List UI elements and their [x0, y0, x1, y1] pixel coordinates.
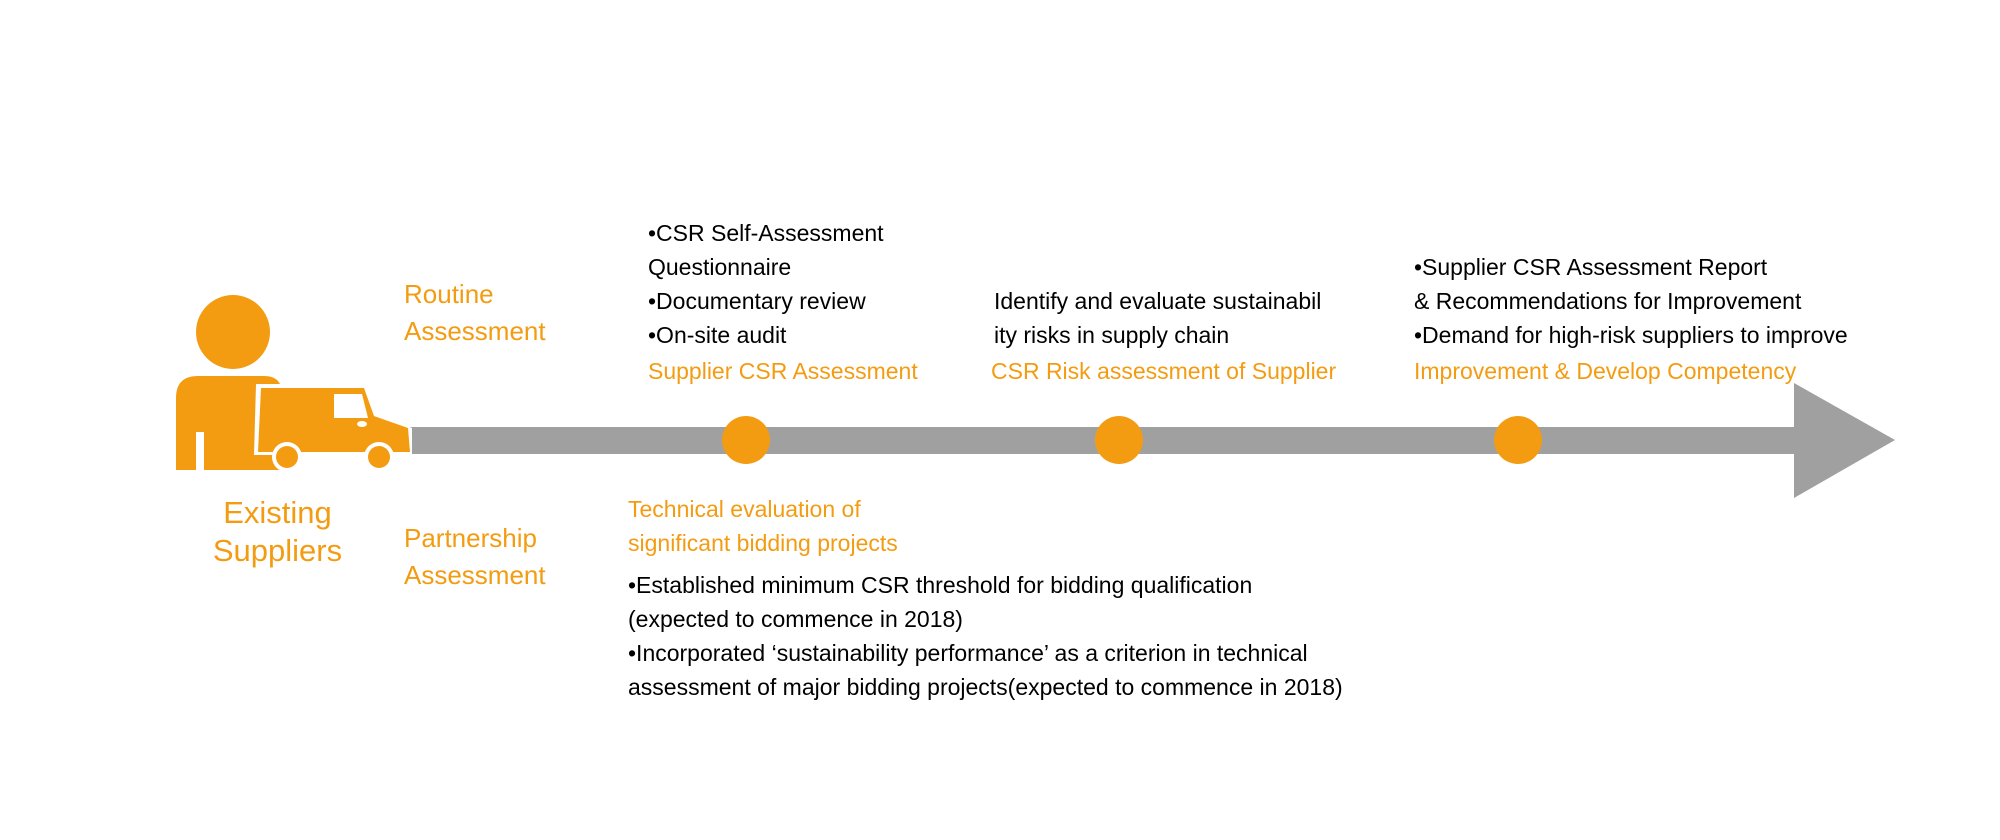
- routine-line-2: Assessment: [404, 316, 546, 346]
- truck-icon: [254, 384, 412, 472]
- step-3-item-1: •Supplier CSR Assessment Report: [1414, 254, 1768, 280]
- step-1-item-4: •On-site audit: [648, 322, 787, 348]
- partnership-detail-title: Technical evaluation of significant bidd…: [628, 492, 898, 560]
- timeline-arrow-head: [1794, 383, 1895, 498]
- milestone-dot-3: [1494, 416, 1542, 464]
- partnership-line-1: Partnership: [404, 523, 537, 553]
- step-1-item-3: •Documentary review: [648, 288, 866, 314]
- step-3-item-3: •Demand for high-risk suppliers to impro…: [1414, 322, 1848, 348]
- routine-assessment-label: Routine Assessment: [404, 276, 546, 350]
- actor-label-line-2: Suppliers: [212, 533, 343, 568]
- step-2-item-1: Identify and evaluate sustainabil: [994, 288, 1322, 314]
- partnership-line-2: Assessment: [404, 560, 546, 590]
- step-1-item-2: Questionnaire: [648, 254, 792, 280]
- step-3-title: Improvement & Develop Competency: [1414, 358, 1797, 384]
- actor-label-line-1: Existing: [223, 495, 332, 530]
- partnership-detail-item-3: •Incorporated ‘sustainability performanc…: [628, 640, 1308, 666]
- step-2-item-2: ity risks in supply chain: [994, 322, 1230, 348]
- routine-line-1: Routine: [404, 279, 494, 309]
- partnership-detail-items: •Established minimum CSR threshold for b…: [628, 568, 1343, 704]
- step-1-item-1: •CSR Self-Assessment: [648, 220, 884, 246]
- actor-label: Existing Suppliers: [190, 494, 365, 570]
- partnership-detail-item-4: assessment of major bidding projects(exp…: [628, 674, 1343, 700]
- step-2-title: CSR Risk assessment of Supplier: [991, 358, 1337, 384]
- step-3-items: •Supplier CSR Assessment Report & Recomm…: [1414, 250, 1848, 352]
- milestone-dot-1: [722, 416, 770, 464]
- partnership-assessment-label: Partnership Assessment: [404, 520, 546, 594]
- partnership-detail-item-1: •Established minimum CSR threshold for b…: [628, 572, 1253, 598]
- partnership-detail-title-line-1: Technical evaluation of: [628, 496, 861, 522]
- step-1-items: •CSR Self-Assessment Questionnaire •Docu…: [648, 216, 884, 352]
- partnership-detail-title-line-2: significant bidding projects: [628, 530, 898, 556]
- step-2-items: Identify and evaluate sustainabil ity ri…: [994, 284, 1321, 352]
- step-3-item-2: & Recommendations for Improvement: [1414, 288, 1802, 314]
- milestone-dot-2: [1095, 416, 1143, 464]
- partnership-detail-item-2: (expected to commence in 2018): [628, 606, 963, 632]
- step-1-title: Supplier CSR Assessment: [648, 358, 918, 384]
